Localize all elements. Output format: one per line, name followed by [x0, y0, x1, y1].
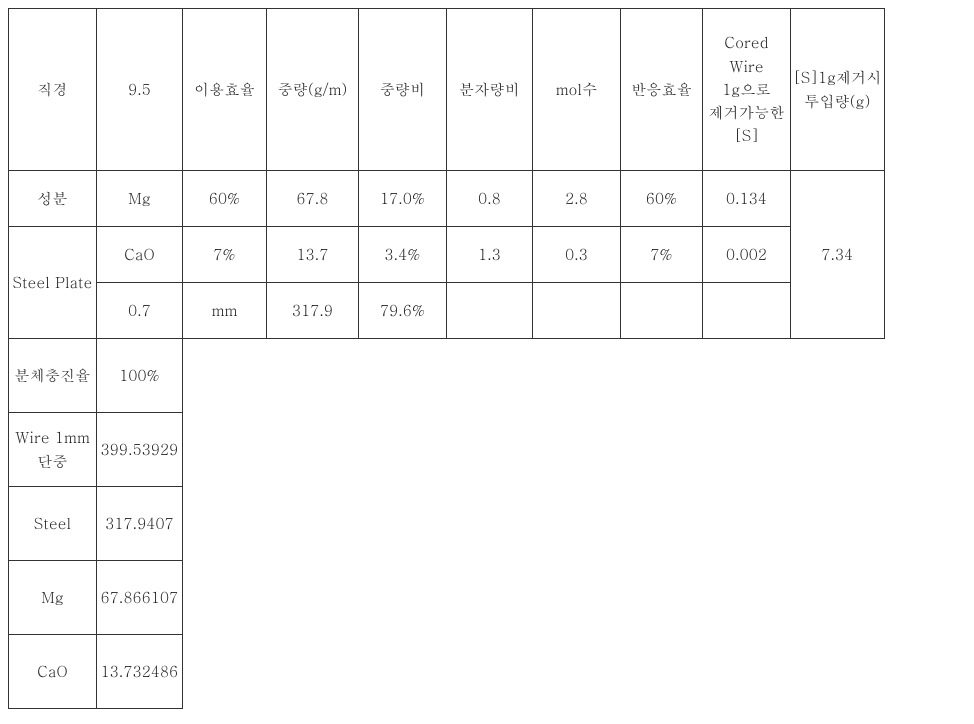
row-label-steel-plate: Steel Plate	[9, 227, 97, 339]
hdr-input-amt: [S]1g제거시 투입량(g)	[791, 9, 885, 171]
hdr-diameter-val: 9.5	[97, 9, 183, 171]
hdr-weight-ratio: 중량비	[359, 9, 447, 171]
cell: 0.7	[97, 283, 183, 339]
tail-value: 100%	[97, 339, 183, 413]
cell	[621, 283, 703, 339]
cell: CaO	[97, 227, 183, 283]
cell	[447, 283, 533, 339]
tail-value: 399.53929	[97, 413, 183, 487]
hdr-reaction-eff: 반응효율	[621, 9, 703, 171]
cell: 0.8	[447, 171, 533, 227]
cell: 3.4%	[359, 227, 447, 283]
cell: 0.002	[703, 227, 791, 283]
hdr-cored-wire: Cored Wire 1g으로 제거가능한[S]	[703, 9, 791, 171]
cell: mm	[183, 283, 267, 339]
tail-label: 분체충진율	[9, 339, 97, 413]
row-label-component: 성분	[9, 171, 97, 227]
cell: Mg	[97, 171, 183, 227]
hdr-molwt-ratio: 분자량비	[447, 9, 533, 171]
tail-label: Steel	[9, 487, 97, 561]
tail-value: 317.9407	[97, 487, 183, 561]
tail-label: Wire 1mm 단중	[9, 413, 97, 487]
cell: 1.3	[447, 227, 533, 283]
hdr-efficiency: 이용효율	[183, 9, 267, 171]
cell	[703, 283, 791, 339]
hdr-mol: mol수	[533, 9, 621, 171]
data-table: 직경 9.5 이용효율 중량(g/m) 중량비 분자량비 mol수 반응효율 C…	[8, 8, 885, 709]
cell: 317.9	[267, 283, 359, 339]
hdr-diameter: 직경	[9, 9, 97, 171]
cell: 0.134	[703, 171, 791, 227]
cell: 60%	[621, 171, 703, 227]
cell: 67.8	[267, 171, 359, 227]
cell: 17.0%	[359, 171, 447, 227]
cell: 7%	[183, 227, 267, 283]
cell-input-total: 7.34	[791, 171, 885, 339]
hdr-weight: 중량(g/m)	[267, 9, 359, 171]
tail-value: 13.732486	[97, 635, 183, 709]
cell: 2.8	[533, 171, 621, 227]
tail-label: CaO	[9, 635, 97, 709]
cell: 13.7	[267, 227, 359, 283]
tail-value: 67.866107	[97, 561, 183, 635]
cell: 60%	[183, 171, 267, 227]
cell: 0.3	[533, 227, 621, 283]
cell: 7%	[621, 227, 703, 283]
tail-label: Mg	[9, 561, 97, 635]
cell	[533, 283, 621, 339]
cell: 79.6%	[359, 283, 447, 339]
